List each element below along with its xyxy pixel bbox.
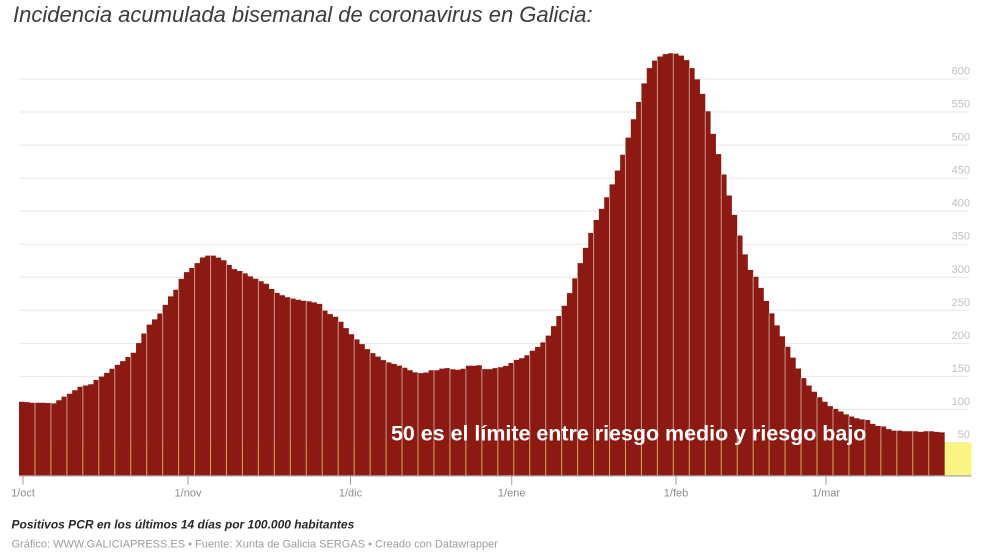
svg-text:50 es el límite entre riesgo m: 50 es el límite entre riesgo medio y rie…	[391, 421, 866, 445]
svg-text:1/oct: 1/oct	[11, 488, 35, 500]
svg-text:150: 150	[952, 363, 970, 375]
svg-text:1/dic: 1/dic	[339, 488, 363, 500]
svg-text:1/ene: 1/ene	[498, 488, 526, 500]
svg-text:1/mar: 1/mar	[812, 488, 840, 500]
svg-text:Positivos PCR en los últimos 1: Positivos PCR en los últimos 14 días por…	[12, 518, 355, 532]
svg-text:450: 450	[952, 165, 970, 177]
svg-text:Incidencia acumulada bisemanal: Incidencia acumulada bisemanal de corona…	[13, 2, 593, 27]
svg-text:500: 500	[952, 132, 970, 144]
svg-text:550: 550	[952, 99, 970, 111]
svg-text:300: 300	[952, 264, 970, 276]
svg-text:1/nov: 1/nov	[175, 488, 202, 500]
svg-text:350: 350	[952, 231, 970, 243]
svg-text:Gráfico: WWW.GALICIAPRESS.ES •: Gráfico: WWW.GALICIAPRESS.ES • Fuente: X…	[12, 539, 499, 551]
svg-text:50: 50	[958, 429, 970, 441]
svg-text:200: 200	[952, 330, 970, 342]
svg-text:1/feb: 1/feb	[664, 488, 688, 500]
svg-text:100: 100	[952, 396, 970, 408]
svg-text:250: 250	[952, 297, 970, 309]
svg-text:600: 600	[952, 66, 970, 78]
svg-text:400: 400	[952, 198, 970, 210]
